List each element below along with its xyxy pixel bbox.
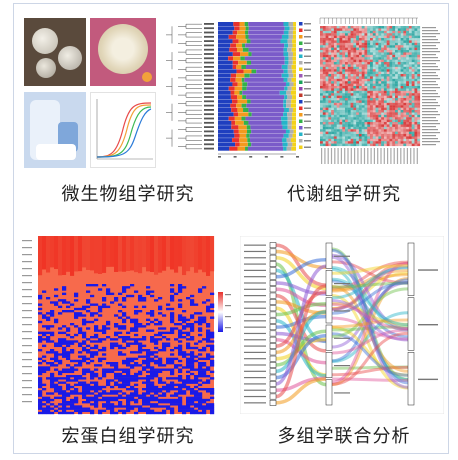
proteome-caption: 宏蛋白组学研究 xyxy=(61,426,195,447)
content-frame: 微生物组学研究 代谢组学研究 宏蛋白组学研究 多组学联合分析 xyxy=(13,3,449,454)
multiomics-caption: 多组学联合分析 xyxy=(277,426,411,447)
taxonomy-dendrogram-barplot xyxy=(162,18,312,170)
microbiome-caption: 微生物组学研究 xyxy=(61,184,195,205)
petri-dish-photo xyxy=(90,18,156,86)
metabolome-heatmap xyxy=(318,16,442,170)
growth-curve-plot xyxy=(90,92,156,168)
proteome-heatmap xyxy=(20,232,234,417)
lab-scientist-photo xyxy=(24,92,86,168)
microbiome-image-collage xyxy=(24,18,156,168)
multiomics-sankey-diagram xyxy=(240,236,444,414)
colony-plate-photo xyxy=(24,18,86,86)
metabolome-caption: 代谢组学研究 xyxy=(287,184,401,205)
